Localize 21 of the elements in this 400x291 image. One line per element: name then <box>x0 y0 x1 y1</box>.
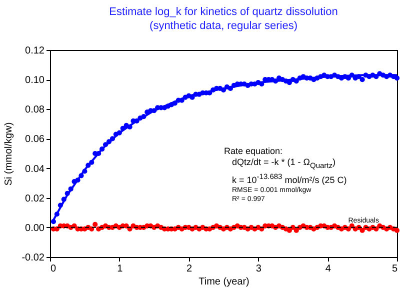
y-tick-label: 0.06 <box>25 134 45 146</box>
y-axis-title: Si (mmol/kgw) <box>4 122 15 186</box>
y-tick-label: -0.02 <box>22 252 45 264</box>
y-tick-label: 0.12 <box>25 46 45 56</box>
y-tick-label: 0.04 <box>25 164 45 175</box>
x-tick-label: 4 <box>325 264 332 274</box>
y-tick-label: 0.08 <box>25 104 45 116</box>
x-axis-title: Time (year) <box>198 276 250 288</box>
x-tick-label: 0 <box>50 264 56 274</box>
x-tick-label: 2 <box>186 264 193 274</box>
chart-title: Estimate log_k for kinetics of quartz dissolution <box>109 6 338 18</box>
x-tick-label: 5 <box>392 264 398 274</box>
chart-subtitle: (synthetic data, regular series) <box>150 20 298 32</box>
y-tick-label: 0.10 <box>25 75 45 86</box>
annotation: k = 10$^{-13.683}$ mol/m²/s (25 C) <box>232 170 347 186</box>
x-tick-label: 3 <box>256 264 262 274</box>
x-tick-label: 1 <box>117 264 124 274</box>
y-tick-label: 0.00 <box>25 222 45 234</box>
annotation: dQtz/dt = -k * (1 - Ω$_{Quartz}$) <box>232 157 337 171</box>
annotation: Rate equation: <box>224 146 284 157</box>
y-tick-label: 0.02 <box>25 193 45 204</box>
